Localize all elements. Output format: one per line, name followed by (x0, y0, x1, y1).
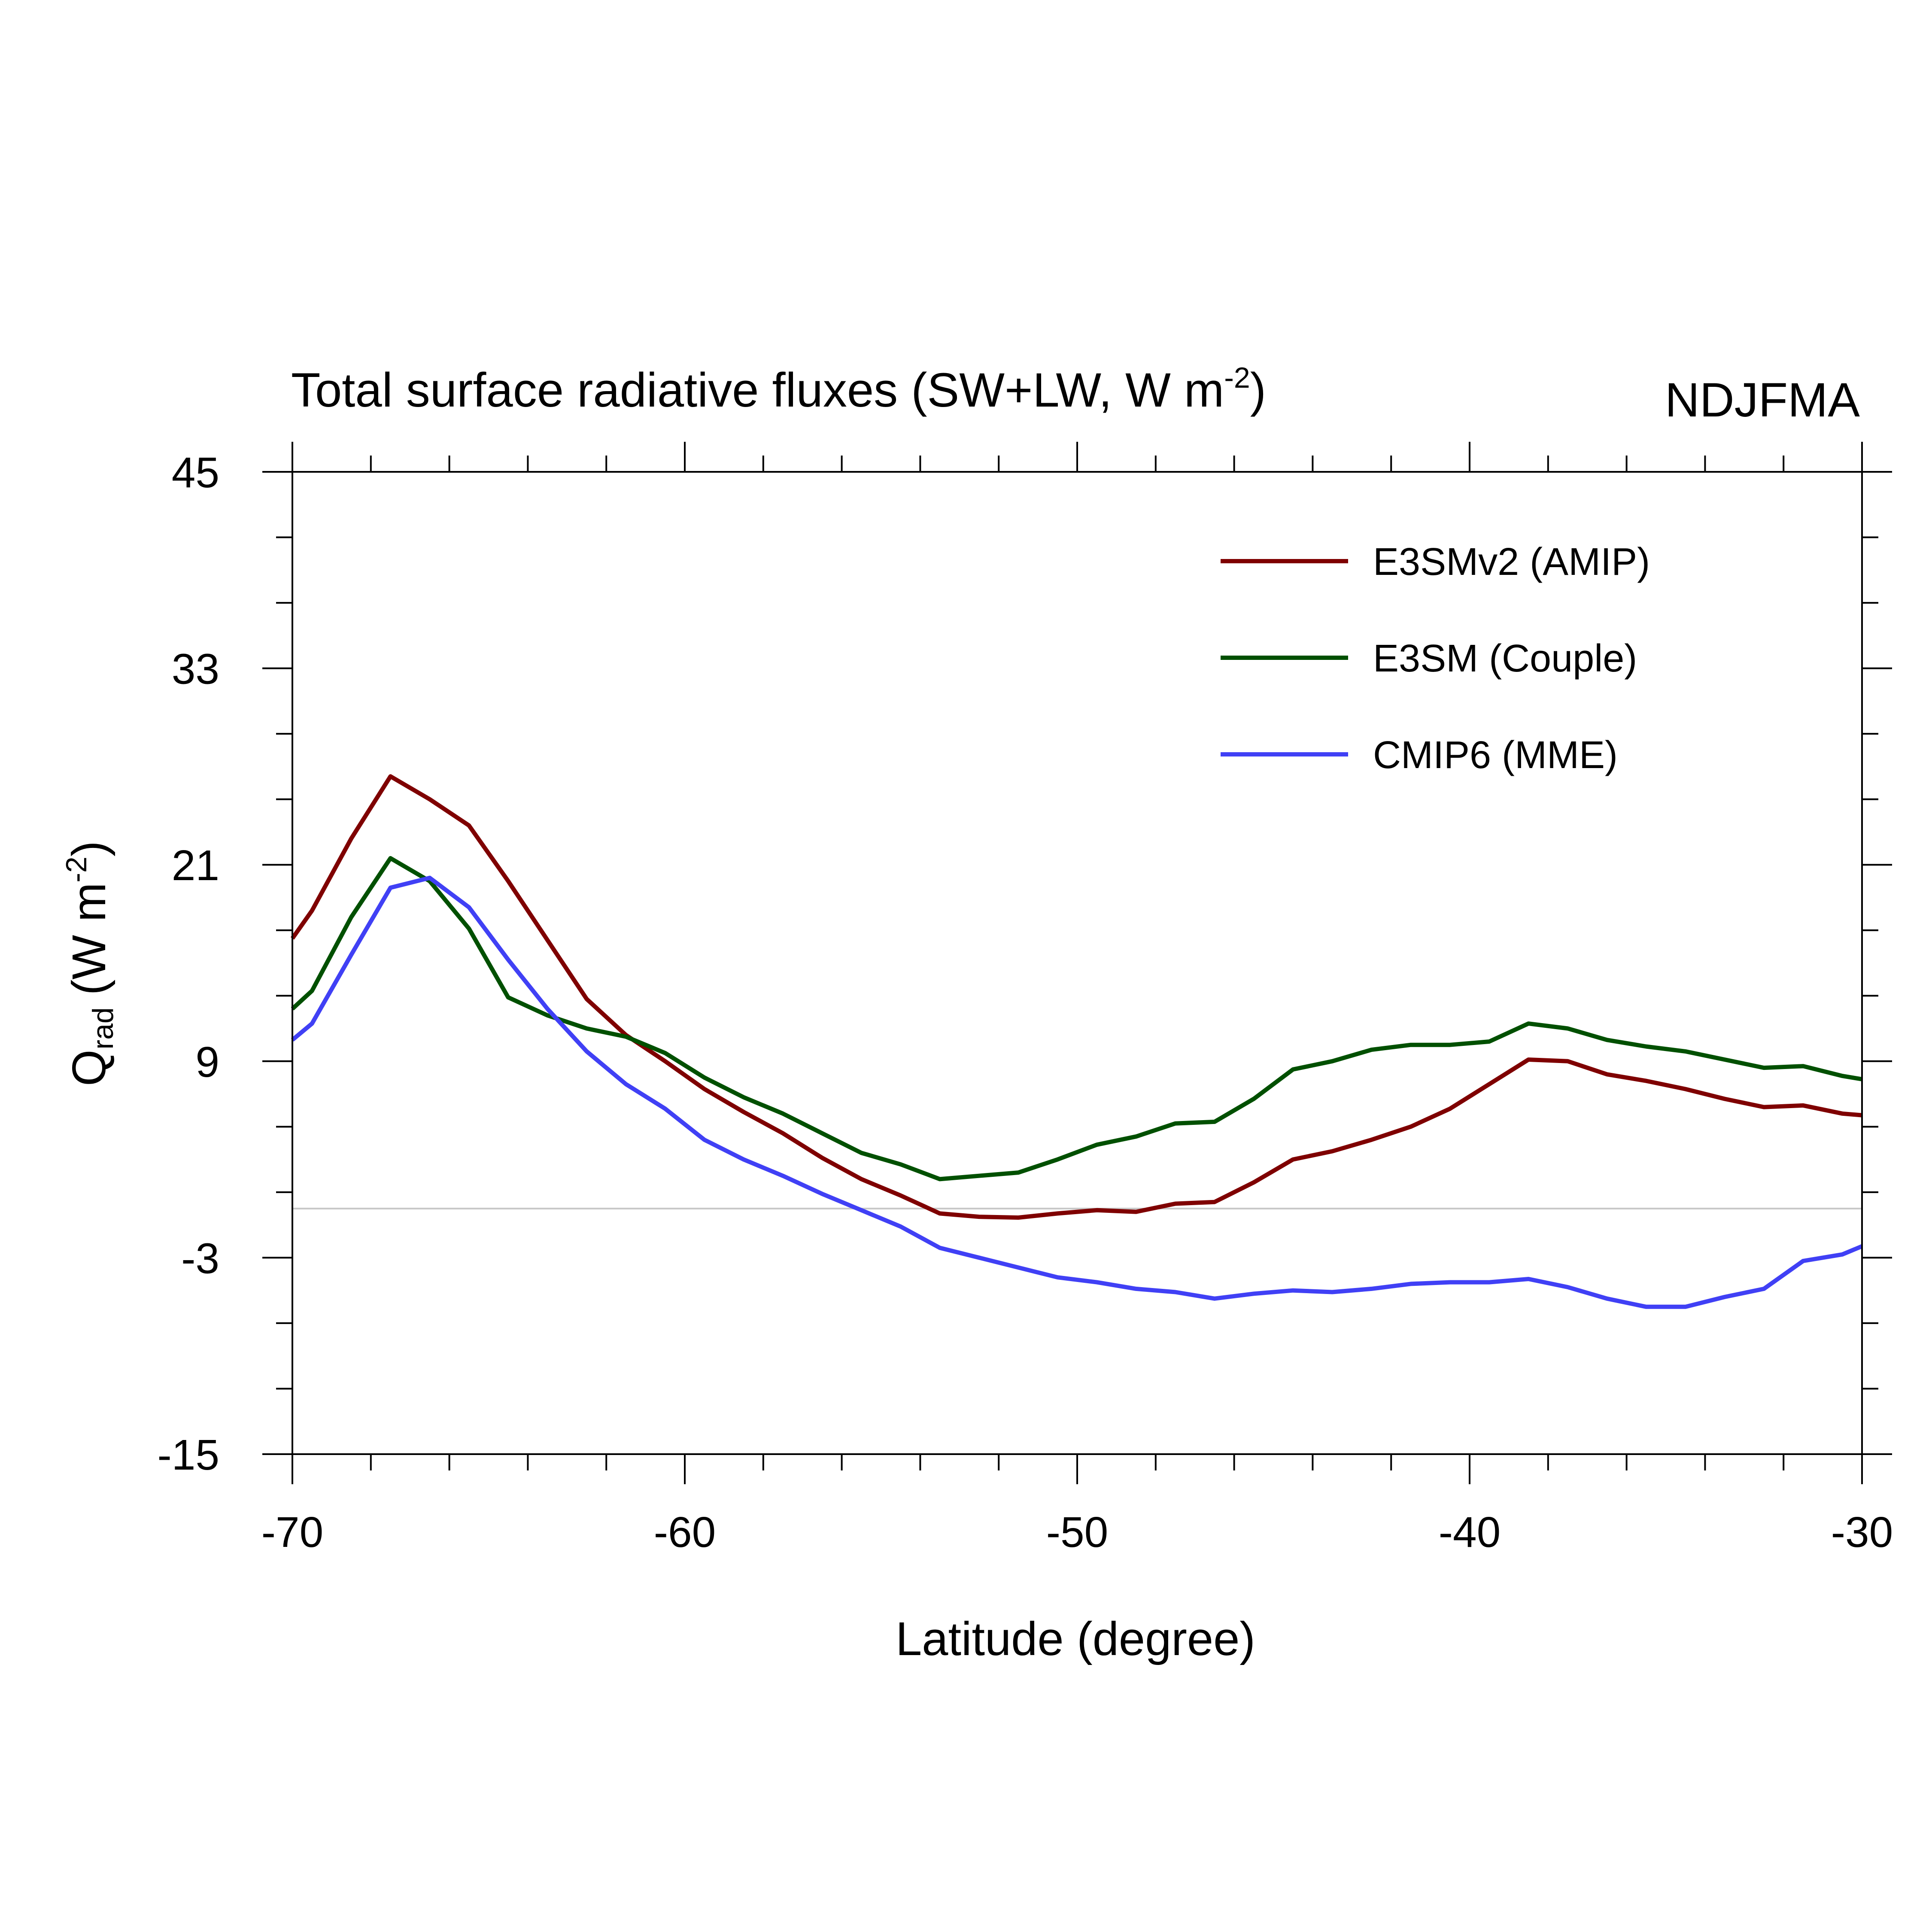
series-line-2 (291, 856, 1862, 1182)
chart-title-suffix: ) (1250, 363, 1266, 417)
series-line-3 (291, 875, 1863, 1309)
chart-title-superscript: -2 (1224, 361, 1250, 394)
y-axis-title-superscript: -2 (60, 857, 93, 882)
x-tick-label: -30 (1831, 1508, 1893, 1556)
plot-area: -70 -60 -50 -40 -30 45 33 21 9 -3 -15 E3SMv2 (AMIP)… (157, 442, 1893, 1556)
y-tick-label: 45 (172, 449, 219, 497)
x-tick-label: -40 (1439, 1508, 1501, 1556)
season-label: NDJFMA (1665, 373, 1860, 427)
x-axis-title: Latitude (degree) (896, 1613, 1255, 1665)
legend-label-2: E3SM (Couple) (1373, 637, 1637, 680)
chart-title-text: Total surface radiative fluxes (SW+LW, W… (291, 363, 1224, 417)
y-axis-title-subscript: rad (87, 1007, 119, 1049)
x-tick-label: -70 (261, 1508, 324, 1556)
x-tick-label: -60 (654, 1508, 716, 1556)
y-tick-label: -15 (157, 1431, 219, 1479)
y-tick-label: 9 (195, 1038, 219, 1086)
y-axis-title-base: Q (63, 1049, 115, 1086)
y-tick-label: -3 (181, 1234, 219, 1282)
y-axis-title-units: (W m (63, 883, 115, 996)
legend-label-3: CMIP6 (MME) (1373, 734, 1618, 777)
y-axis-title-suffix: ) (63, 841, 115, 857)
chart-title: Total surface radiative fluxes (SW+LW, W… (291, 361, 1266, 417)
y-axis-title: Qrad (W m-2) (60, 841, 119, 1086)
y-tick-label: 33 (172, 645, 219, 693)
y-tick-label: 21 (172, 841, 219, 890)
x-tick-label: -50 (1046, 1508, 1109, 1556)
legend-label-1: E3SMv2 (AMIP) (1373, 541, 1650, 583)
plot-frame (292, 471, 1863, 1455)
series-line-1 (290, 774, 1862, 1220)
